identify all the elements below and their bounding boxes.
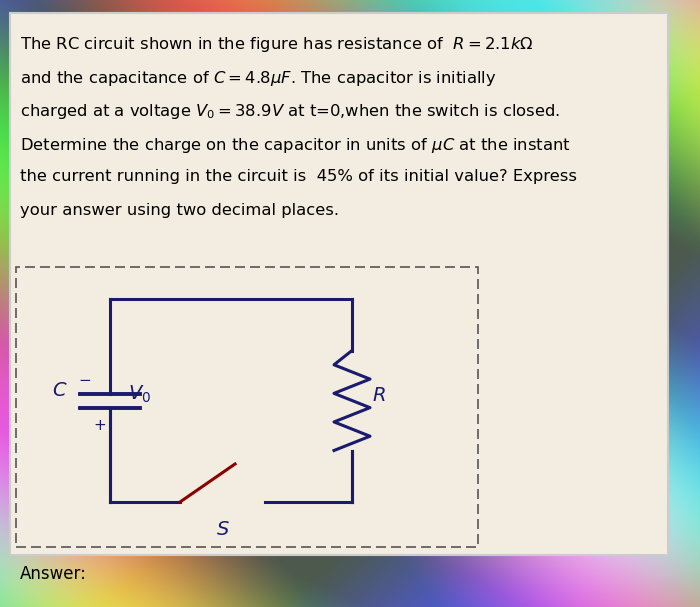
Text: charged at a voltage $V_0 = 38.9V$ at t=0,when the switch is closed.: charged at a voltage $V_0 = 38.9V$ at t=… (20, 102, 560, 121)
Text: $C$: $C$ (52, 381, 68, 400)
Bar (16, 267, 478, 547)
Text: the current running in the circuit is  45% of its initial value? Express: the current running in the circuit is 45… (20, 169, 577, 184)
Text: $-$: $-$ (78, 370, 91, 385)
Text: your answer using two decimal places.: your answer using two decimal places. (20, 203, 339, 217)
Text: Answer:: Answer: (20, 565, 87, 583)
Text: $+$: $+$ (93, 418, 106, 433)
Text: Determine the charge on the capacitor in units of $\mu C$ at the instant: Determine the charge on the capacitor in… (20, 135, 570, 155)
Text: and the capacitance of $C = 4.8\mu F$. The capacitor is initially: and the capacitance of $C = 4.8\mu F$. T… (20, 69, 496, 87)
Text: The RC circuit shown in the figure has resistance of  $R = 2.1k\Omega$: The RC circuit shown in the figure has r… (20, 35, 533, 54)
Text: $V_0$: $V_0$ (128, 384, 151, 405)
Bar (10, 13, 668, 555)
Text: $S$: $S$ (216, 520, 230, 539)
Text: $R$: $R$ (372, 386, 386, 405)
